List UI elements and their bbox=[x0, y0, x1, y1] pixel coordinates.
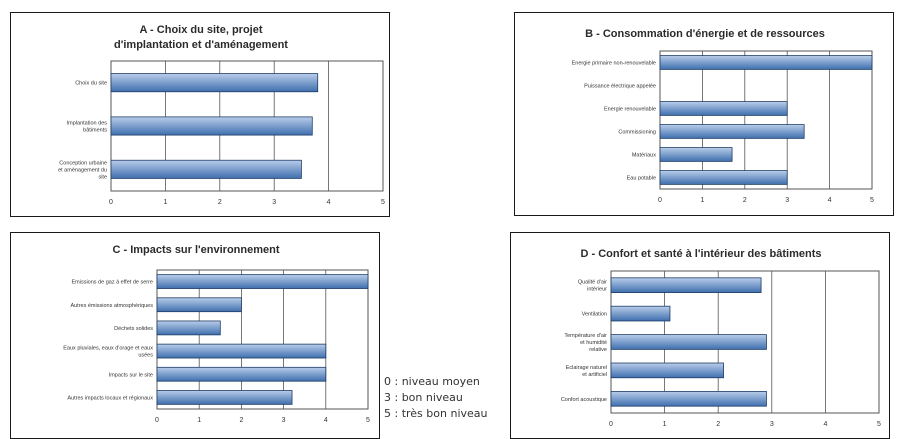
tick-label: 2 bbox=[239, 417, 243, 424]
bar bbox=[659, 101, 788, 116]
chart-a: A - Choix du site, projet d'implantation … bbox=[58, 24, 385, 206]
tick-label: 3 bbox=[282, 417, 286, 424]
category-label: et aménagement du bbox=[58, 167, 107, 173]
category-label: Autres émissions atmosphériques bbox=[70, 303, 153, 309]
bar bbox=[110, 116, 313, 136]
tick-label: 0 bbox=[155, 417, 159, 424]
category-label: Commissioning bbox=[618, 130, 656, 136]
category-label: Confort acoustique bbox=[561, 397, 607, 403]
bar bbox=[156, 390, 293, 405]
category-label: Impacts sur le site bbox=[109, 372, 153, 378]
bar bbox=[610, 334, 767, 350]
category-label: usées bbox=[138, 353, 153, 359]
tick-label: 5 bbox=[366, 417, 370, 424]
category-label: Déchets solides bbox=[114, 326, 153, 332]
tick-label: 4 bbox=[327, 199, 331, 206]
tick-label: 3 bbox=[770, 421, 774, 428]
legend-item: 5 : très bon niveau bbox=[384, 407, 488, 420]
tick-label: 5 bbox=[381, 199, 385, 206]
category-label: Puissance électrique appelée bbox=[584, 84, 656, 90]
chart-d: D - Confort et santé à l'intérieur des b… bbox=[561, 248, 881, 428]
tick-label: 0 bbox=[609, 421, 613, 428]
tick-label: 1 bbox=[663, 421, 667, 428]
bar bbox=[659, 55, 873, 70]
category-label: Qualité d'air bbox=[578, 280, 607, 286]
category-label: site bbox=[98, 174, 107, 180]
bar bbox=[156, 343, 327, 359]
category-label: Energie renouvelable bbox=[604, 107, 656, 113]
bar bbox=[156, 320, 221, 336]
bar bbox=[156, 274, 369, 289]
category-label: Eclairage naturel bbox=[566, 365, 607, 371]
legend: 0 : niveau moyen 3 : bon niveau 5 : très… bbox=[384, 374, 504, 422]
tick-label: 1 bbox=[700, 197, 704, 204]
bar bbox=[156, 297, 242, 313]
tick-label: 4 bbox=[324, 417, 328, 424]
legend-item: 0 : niveau moyen bbox=[384, 375, 480, 388]
category-label: Matériaux bbox=[632, 153, 656, 159]
tick-label: 2 bbox=[743, 197, 747, 204]
chart-panel-b: B - Consommation d'énergie et de ressour… bbox=[514, 12, 894, 216]
legend-item: 3 : bon niveau bbox=[384, 391, 463, 404]
category-label: bâtiments bbox=[83, 128, 107, 134]
bar bbox=[610, 362, 724, 379]
plot-frame bbox=[659, 50, 873, 190]
category-label: Emissions de gaz à effet de serre bbox=[71, 280, 153, 286]
tick-label: 1 bbox=[163, 199, 167, 206]
tick-label: 5 bbox=[877, 421, 881, 428]
tick-label: 1 bbox=[197, 417, 201, 424]
category-label: Autres impacts locaux et régionaux bbox=[67, 395, 153, 401]
chart-panel-a: A - Choix du site, projet d'implantation … bbox=[10, 12, 390, 217]
tick-label: 2 bbox=[716, 421, 720, 428]
category-label: Température d'air bbox=[564, 333, 607, 339]
bar bbox=[610, 391, 767, 407]
category-label: relative bbox=[589, 347, 607, 353]
tick-label: 2 bbox=[218, 199, 222, 206]
chart-title: B - Consommation d'énergie et de ressour… bbox=[585, 28, 825, 40]
chart-panel-c: C - Impacts sur l'environnement 0 1 2 3 4 5 Emi… bbox=[10, 232, 380, 439]
tick-label: 0 bbox=[658, 197, 662, 204]
bar bbox=[110, 159, 302, 179]
category-label: Energie primaire non-renouvelable bbox=[572, 61, 656, 67]
category-label: Eaux pluviales, eaux d'orage et eaux bbox=[63, 346, 153, 352]
plot-frame bbox=[156, 269, 369, 410]
category-label: Ventilation bbox=[582, 312, 607, 318]
category-label: intérieur bbox=[587, 287, 607, 293]
category-label: Eau potable bbox=[627, 176, 656, 182]
tick-label: 4 bbox=[823, 421, 827, 428]
tick-label: 5 bbox=[870, 197, 874, 204]
bar bbox=[659, 147, 733, 162]
bar bbox=[659, 124, 805, 139]
category-label: et artificiel bbox=[582, 372, 607, 378]
chart-title: A - Choix du site, projet bbox=[139, 24, 262, 36]
tick-label: 3 bbox=[272, 199, 276, 206]
bar bbox=[610, 305, 671, 322]
category-label: Implantation des bbox=[67, 121, 108, 127]
category-label: Choix du site bbox=[75, 81, 107, 87]
tick-label: 0 bbox=[109, 199, 113, 206]
chart-c: C - Impacts sur l'environnement 0 1 2 3 4 5 Emi… bbox=[63, 244, 370, 424]
category-label: Conception urbaine bbox=[59, 160, 107, 166]
chart-title: d'implantation et d'aménagement bbox=[114, 39, 288, 51]
bar bbox=[110, 73, 319, 93]
tick-label: 3 bbox=[785, 197, 789, 204]
category-label: et humidité bbox=[580, 340, 607, 346]
tick-label: 4 bbox=[828, 197, 832, 204]
bar bbox=[610, 277, 762, 293]
chart-panel-d: D - Confort et santé à l'intérieur des b… bbox=[510, 232, 890, 439]
chart-b: B - Consommation d'énergie et de ressour… bbox=[572, 28, 874, 204]
bar bbox=[156, 366, 327, 382]
chart-title: C - Impacts sur l'environnement bbox=[112, 244, 279, 256]
chart-title: D - Confort et santé à l'intérieur des b… bbox=[581, 248, 822, 260]
bar bbox=[659, 170, 788, 185]
